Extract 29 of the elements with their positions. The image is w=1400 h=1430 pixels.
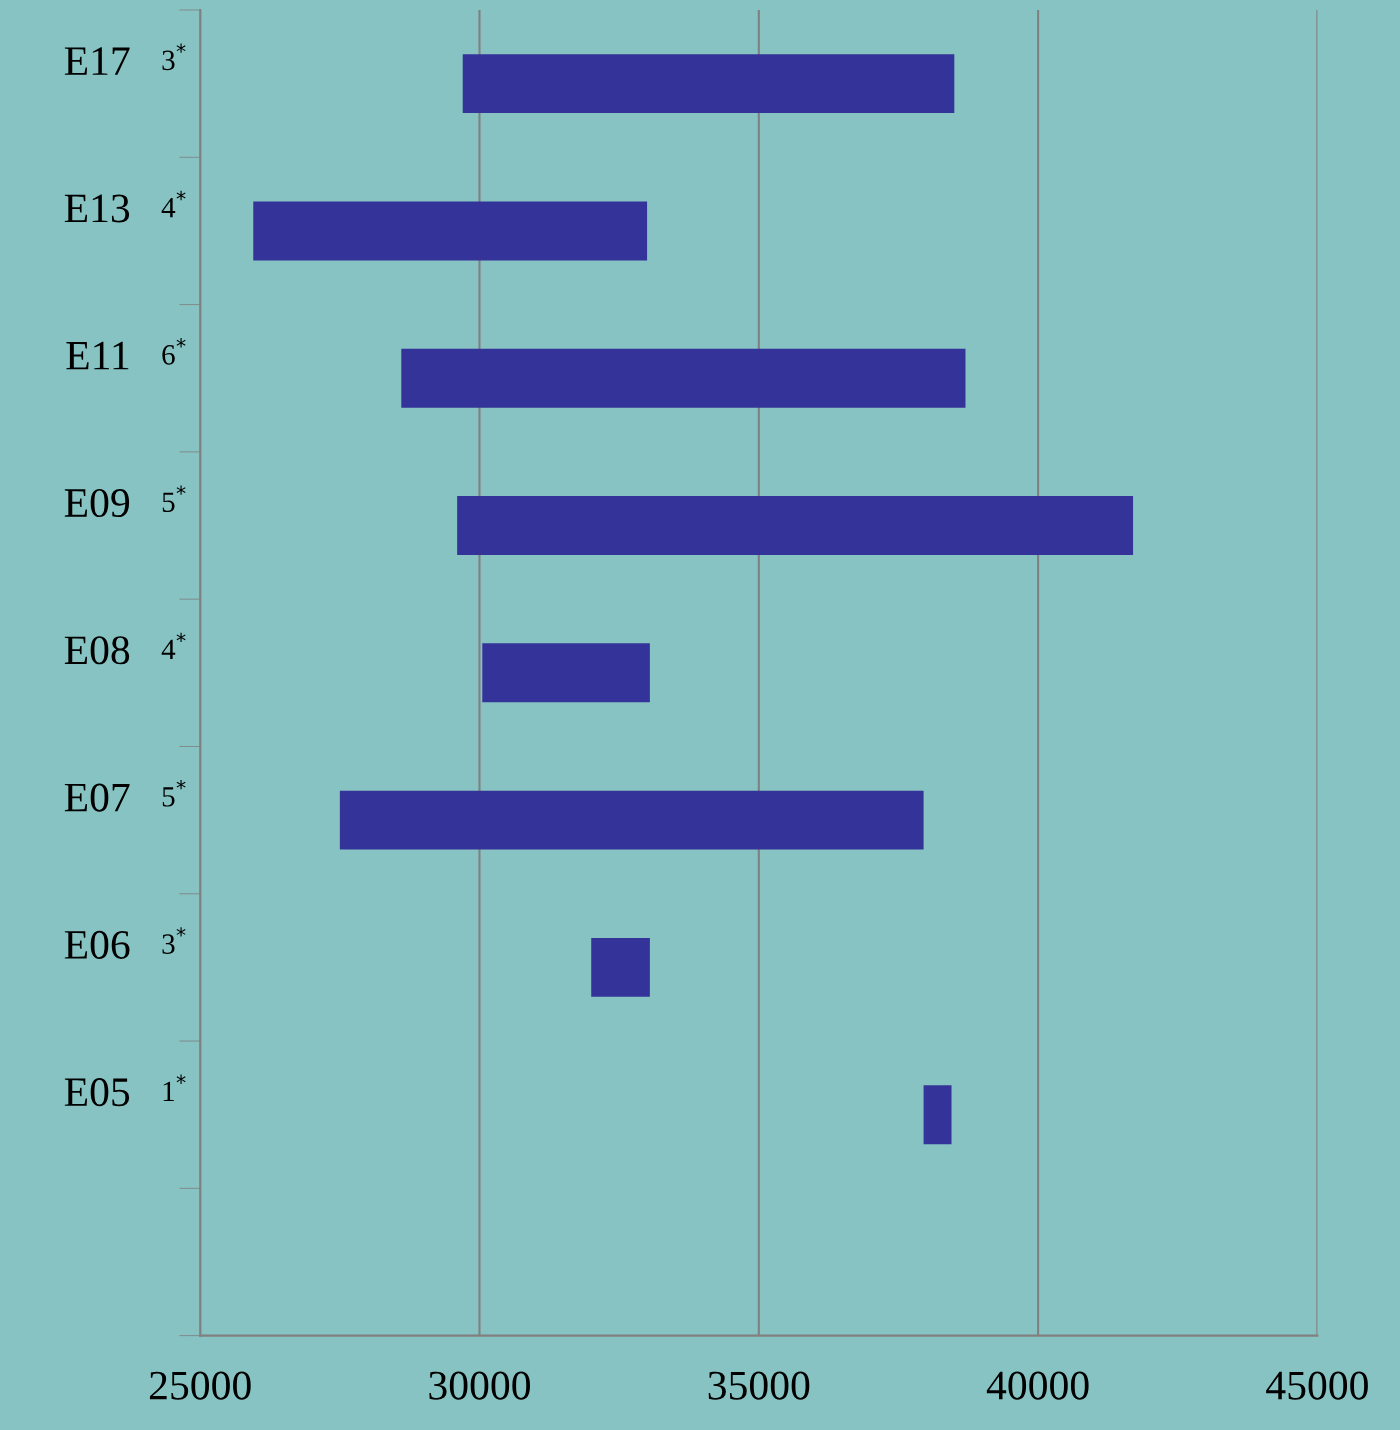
bar <box>482 643 650 703</box>
y-tick-label: E08 <box>64 636 130 665</box>
text: 5$^{*}$ <box>162 779 186 807</box>
bar <box>923 1085 952 1145</box>
bar <box>462 54 955 114</box>
y-tick-label: E07 <box>64 783 130 812</box>
text: 6$^{*}$ <box>162 338 186 365</box>
text: 4$^{*}$ <box>161 190 186 218</box>
y-tick-label: E05 <box>64 1078 130 1107</box>
text: 1$^{*}$ <box>163 1074 186 1101</box>
x-tick-label: 45000 <box>1266 1371 1368 1400</box>
bar <box>339 790 924 850</box>
y-tick-label: E06 <box>64 930 130 959</box>
bar <box>253 201 648 261</box>
text: 3$^{*}$ <box>162 927 186 954</box>
bar <box>401 348 966 408</box>
bar <box>457 496 1134 555</box>
x-tick-label: 35000 <box>708 1371 810 1400</box>
y-tick-label: E11 <box>66 341 129 370</box>
text: 3$^{*}$ <box>162 43 186 71</box>
y-tick-label: E17 <box>64 47 130 75</box>
y-tick-label: E09 <box>64 488 130 518</box>
bar <box>591 937 650 997</box>
x-tick-label: 30000 <box>429 1371 530 1400</box>
text: 5$^{*}$ <box>162 485 186 513</box>
y-tick-label: E13 <box>64 194 130 223</box>
x-tick-label: 40000 <box>986 1371 1089 1400</box>
text: 4$^{*}$ <box>161 632 186 660</box>
x-tick-label: 25000 <box>149 1371 251 1400</box>
